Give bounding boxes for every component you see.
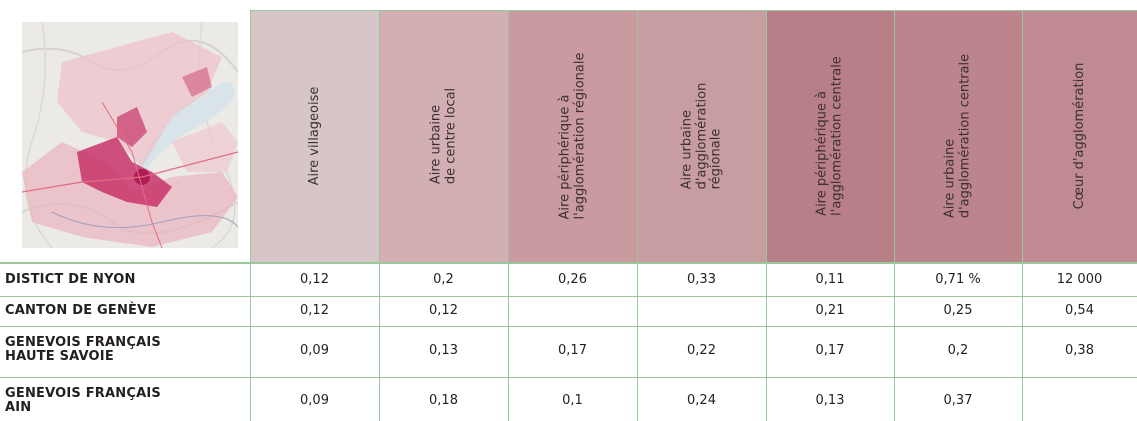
table-cell: 0,13 — [429, 343, 458, 358]
column-header-3: Aire périphérique à l'agglomération régi… — [508, 10, 637, 262]
column-header-5: Aire périphérique à l'agglomération cent… — [766, 10, 894, 262]
table-cell: 0,12 — [300, 303, 329, 318]
column-header-label: Cœur d'agglomération — [1071, 62, 1087, 210]
column-divider — [766, 10, 767, 421]
column-divider — [379, 10, 380, 421]
column-header-label: Aire urbaine d'agglomération centrale — [942, 53, 973, 219]
column-header-6: Aire urbaine d'agglomération centrale — [894, 10, 1022, 262]
column-header-7: Cœur d'agglomération — [1022, 10, 1137, 262]
column-header-label: Aire périphérique à l'agglomération régi… — [557, 52, 587, 220]
column-divider — [894, 10, 895, 421]
column-header-2: Aire urbaine de centre local — [379, 10, 508, 262]
table-cell: 0,18 — [429, 393, 458, 408]
row-rule — [0, 326, 1137, 327]
table-cell: 0,25 — [943, 303, 973, 318]
table-cell: 0,21 — [815, 303, 845, 318]
row-rule — [0, 296, 1137, 297]
row-label: GENEVOIS FRANÇAIS HAUTE SAVOIE — [5, 335, 161, 364]
row-rule — [0, 377, 1137, 378]
table-cell: 0,13 — [815, 393, 845, 408]
row-label: GENEVOIS FRANÇAIS AIN — [5, 386, 161, 415]
table-cell: 0,2 — [433, 272, 454, 287]
table-cell: 0,11 — [815, 272, 845, 287]
table-cell: 0,33 — [687, 272, 716, 287]
column-divider — [637, 10, 638, 421]
table-cell: 0,2 — [947, 343, 969, 358]
row-label: CANTON DE GENÈVE — [5, 303, 157, 318]
table-cell: 0,1 — [562, 393, 583, 408]
table-cell: 0,09 — [300, 343, 329, 358]
column-header-label: Aire villageoise — [306, 86, 322, 186]
column-header-label: Aire urbaine d'agglomération régionale — [678, 82, 723, 190]
column-header-4: Aire urbaine d'agglomération régionale — [637, 10, 766, 262]
table-cell: 0,26 — [558, 272, 587, 287]
column-header-label: Aire périphérique à l'agglomération cent… — [814, 56, 845, 216]
table-cell: 0,17 — [815, 343, 845, 358]
regional-map-thumbnail — [22, 22, 238, 248]
row-label: DISTICT DE NYON — [5, 272, 136, 287]
column-header-label: Aire urbaine de centre local — [428, 87, 458, 185]
table-cell: 0,22 — [687, 343, 716, 358]
table-cell: 0,12 — [300, 272, 329, 287]
header-rule — [0, 262, 1137, 264]
table-cell: 0,24 — [687, 393, 716, 408]
table-cell: 0,38 — [1065, 343, 1094, 358]
table-cell: 0,71 % — [935, 272, 981, 287]
column-divider — [508, 10, 509, 421]
table-cell: 0,12 — [429, 303, 458, 318]
column-divider — [250, 10, 251, 421]
table-cell: 0,37 — [943, 393, 973, 408]
column-header-1: Aire villageoise — [250, 10, 379, 262]
column-divider — [1022, 10, 1023, 421]
table-cell: 0,09 — [300, 393, 329, 408]
table-cell: 12 000 — [1056, 272, 1103, 287]
table-cell: 0,54 — [1065, 303, 1094, 318]
table-top-rule — [250, 10, 1137, 11]
table-cell: 0,17 — [558, 343, 587, 358]
